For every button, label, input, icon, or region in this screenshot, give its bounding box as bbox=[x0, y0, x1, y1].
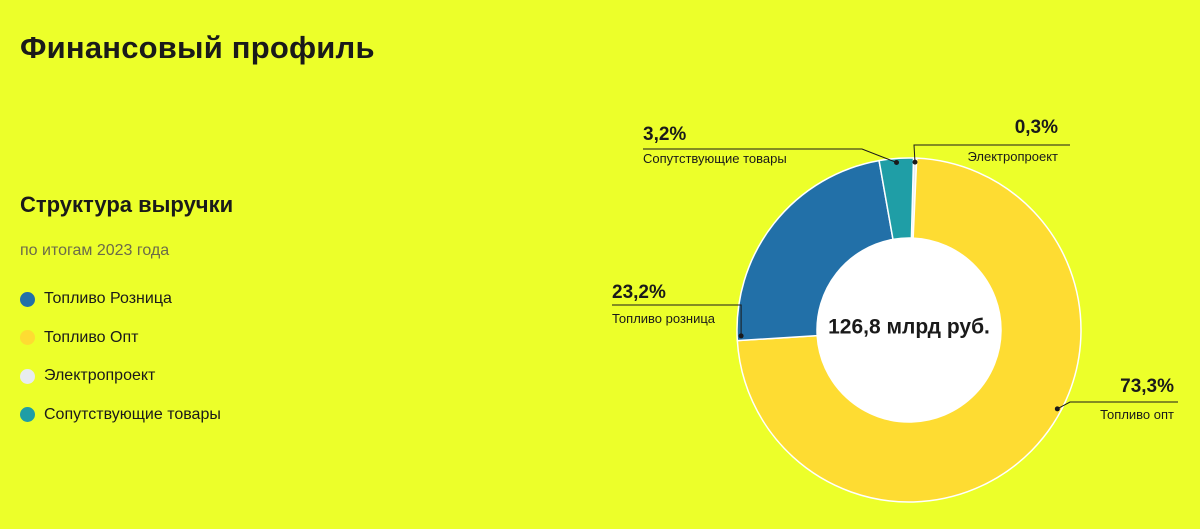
legend-label: Сопутствующие товары bbox=[44, 405, 221, 423]
center-total-label: 126,8 млрд руб. bbox=[828, 316, 990, 339]
callout-dot bbox=[894, 159, 900, 165]
legend-item-fuel-retail: Топливо Розница bbox=[20, 280, 221, 319]
legend-swatch bbox=[20, 368, 35, 384]
callout-dot bbox=[738, 333, 744, 339]
donut-center bbox=[817, 238, 1001, 422]
donut-callouts: 0,3% Электропроект 73,3% Топливо опт 23,2% То… bbox=[612, 117, 1178, 422]
slice-name-label: Топливо розница bbox=[612, 311, 716, 326]
callout-leader-line bbox=[1057, 401, 1178, 410]
callout-leader-line bbox=[612, 304, 742, 336]
slice-value-label: 0,3% bbox=[1015, 117, 1058, 138]
legend-swatch bbox=[20, 407, 35, 423]
legend-swatch bbox=[20, 291, 35, 307]
chart-legend: Топливо Розница Топливо Опт Электропроек… bbox=[20, 280, 221, 434]
section-title: Структура выручки bbox=[20, 192, 234, 217]
slice-name-label: Сопутствующие товары bbox=[643, 151, 787, 166]
legend-item-fuel-wholesale: Топливо Опт bbox=[20, 319, 221, 358]
page-title: Финансовый профиль bbox=[20, 30, 375, 65]
callout-leader-line bbox=[643, 148, 897, 163]
legend-swatch bbox=[20, 330, 35, 346]
slice-name-label: Топливо опт bbox=[1100, 407, 1174, 422]
legend-label: Топливо Опт bbox=[44, 328, 139, 346]
section-subtitle: по итогам 2023 года bbox=[20, 242, 170, 259]
slice-value-label: 73,3% bbox=[1120, 376, 1174, 397]
callout-leader-line bbox=[913, 144, 1070, 163]
slice-name-label: Электропроект bbox=[968, 149, 1059, 164]
legend-item-related-goods: Сопутствующие товары bbox=[20, 396, 221, 435]
slice-value-label: 23,2% bbox=[612, 282, 666, 303]
legend-item-electroproject: Электропроект bbox=[20, 357, 221, 396]
callout-dot bbox=[912, 159, 918, 165]
slice-value-label: 3,2% bbox=[643, 124, 686, 145]
legend-label: Топливо Розница bbox=[44, 290, 172, 308]
callout-dot bbox=[1054, 406, 1060, 412]
legend-label: Электропроект bbox=[44, 367, 156, 385]
